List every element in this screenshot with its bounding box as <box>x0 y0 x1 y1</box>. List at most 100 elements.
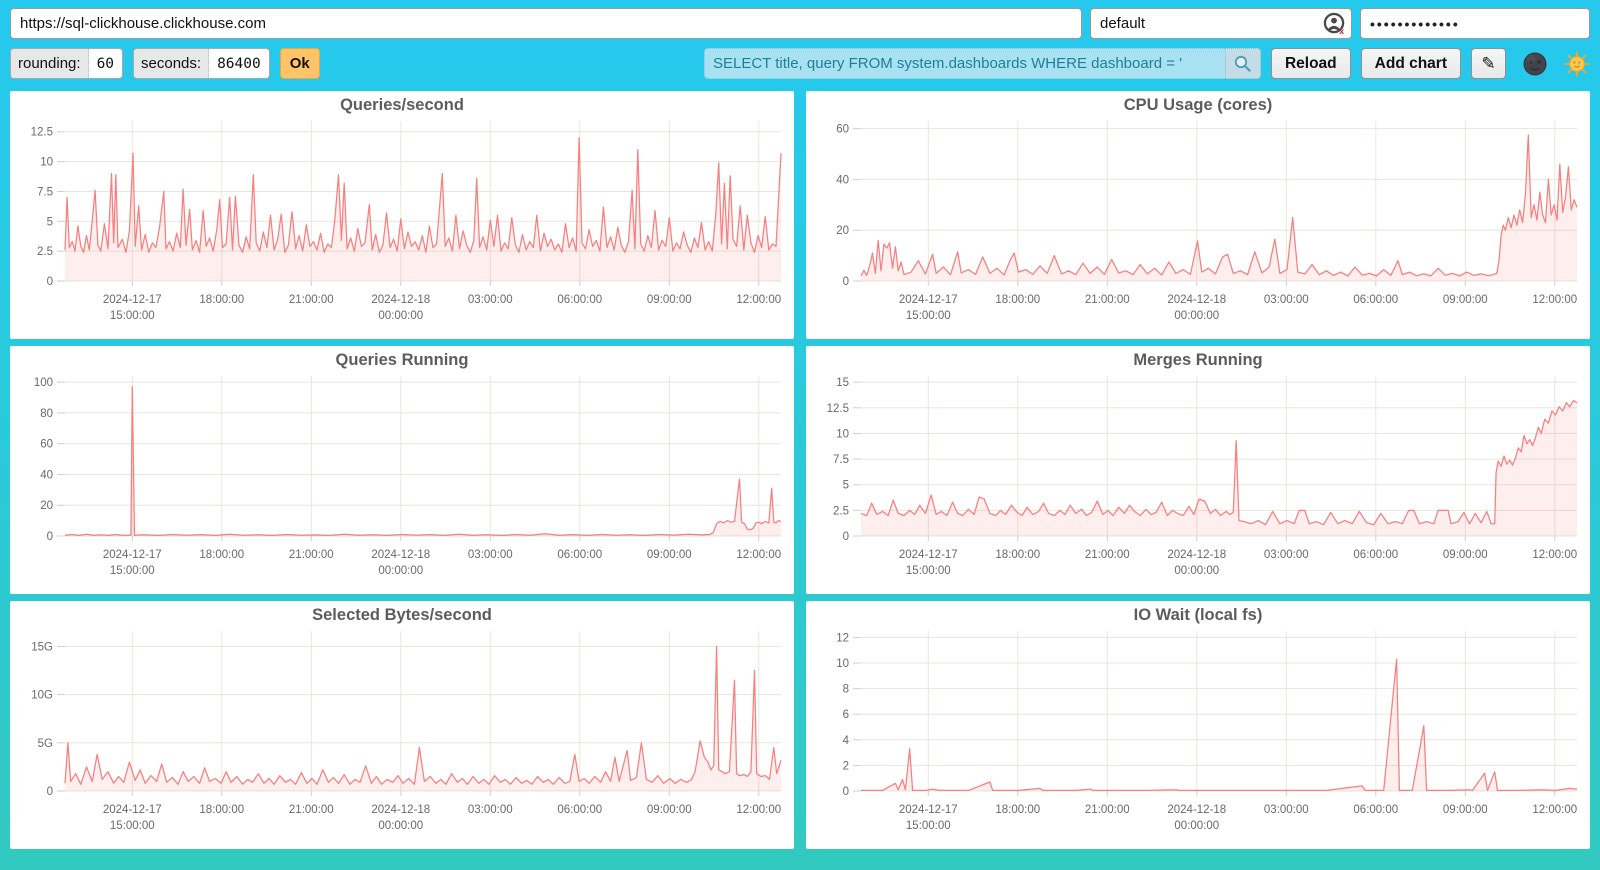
svg-text:x: x <box>1339 26 1344 35</box>
svg-text:03:00:00: 03:00:00 <box>468 804 513 816</box>
controls-bar: rounding: 60 seconds: 86400 Ok Reload Ad… <box>10 48 1590 79</box>
queries-per-second-chart[interactable]: 0 2.5 5 7.5 10 12.5 2024-12-17 15:00:00 18:00:00… <box>10 91 794 339</box>
user-input[interactable] <box>1090 8 1352 39</box>
queries-running-chart[interactable]: 0 20 40 60 80 100 2024-12-17 15:00:00 18:00:00 21… <box>10 346 794 594</box>
ok-button[interactable]: Ok <box>279 48 320 79</box>
svg-text:03:00:00: 03:00:00 <box>1264 804 1309 816</box>
svg-text:2: 2 <box>843 760 849 772</box>
svg-text:2.5: 2.5 <box>833 505 849 517</box>
svg-text:Selected Bytes/second: Selected Bytes/second <box>312 606 492 624</box>
svg-text:15: 15 <box>836 377 849 389</box>
svg-text:2024-12-17: 2024-12-17 <box>899 294 958 306</box>
svg-text:12:00:00: 12:00:00 <box>736 549 781 561</box>
chart-panel-queries-per-second: 0 2.5 5 7.5 10 12.5 2024-12-17 15:00:00 18:00:00… <box>10 91 794 339</box>
moon-theme-icon <box>1523 52 1547 75</box>
svg-text:2024-12-18: 2024-12-18 <box>371 804 430 816</box>
svg-text:5G: 5G <box>38 738 53 750</box>
svg-text:06:00:00: 06:00:00 <box>1353 549 1398 561</box>
svg-text:06:00:00: 06:00:00 <box>1353 804 1398 816</box>
svg-text:06:00:00: 06:00:00 <box>557 294 602 306</box>
svg-text:2024-12-18: 2024-12-18 <box>371 549 430 561</box>
svg-text:2024-12-18: 2024-12-18 <box>371 294 430 306</box>
svg-text:12:00:00: 12:00:00 <box>1532 549 1577 561</box>
rounding-value[interactable]: 60 <box>96 55 115 72</box>
cpu-usage-chart[interactable]: 0 20 40 60 2024-12-17 15:00:00 18:00:00 21:00:0… <box>806 91 1590 339</box>
svg-text:00:00:00: 00:00:00 <box>1174 565 1219 577</box>
svg-text:60: 60 <box>836 124 849 136</box>
chart-panel-merges-running: 0 2.5 5 7.5 10 12.5 15 2024-12-17 15:00:00 18:00:… <box>806 346 1590 594</box>
svg-text:15:00:00: 15:00:00 <box>906 565 951 577</box>
svg-text:03:00:00: 03:00:00 <box>468 294 513 306</box>
svg-text:15:00:00: 15:00:00 <box>110 820 155 832</box>
svg-text:CPU Usage (cores): CPU Usage (cores) <box>1124 96 1273 114</box>
svg-text:09:00:00: 09:00:00 <box>1443 549 1488 561</box>
svg-text:21:00:00: 21:00:00 <box>289 294 334 306</box>
svg-text:06:00:00: 06:00:00 <box>1353 294 1398 306</box>
reload-button[interactable]: Reload <box>1270 48 1351 79</box>
svg-text:2024-12-18: 2024-12-18 <box>1167 549 1226 561</box>
svg-text:2.5: 2.5 <box>37 246 53 258</box>
svg-text:21:00:00: 21:00:00 <box>1085 549 1130 561</box>
svg-text:10: 10 <box>836 428 849 440</box>
svg-text:21:00:00: 21:00:00 <box>1085 804 1130 816</box>
svg-text:00:00:00: 00:00:00 <box>1174 310 1219 322</box>
svg-text:00:00:00: 00:00:00 <box>378 565 423 577</box>
svg-text:15G: 15G <box>31 641 53 653</box>
io-wait-chart[interactable]: 0 2 4 6 8 10 12 2024-12-17 15:00:00 18:00:00 21:00… <box>806 601 1590 849</box>
svg-text:06:00:00: 06:00:00 <box>557 804 602 816</box>
chart-panel-cpu-usage: 0 20 40 60 2024-12-17 15:00:00 18:00:00 21:00:0… <box>806 91 1590 339</box>
svg-text:12:00:00: 12:00:00 <box>736 804 781 816</box>
svg-text:Merges Running: Merges Running <box>1133 351 1262 369</box>
dark-theme-button[interactable] <box>1522 51 1548 77</box>
svg-text:10: 10 <box>40 157 53 169</box>
svg-text:15:00:00: 15:00:00 <box>110 310 155 322</box>
svg-text:00:00:00: 00:00:00 <box>1174 820 1219 832</box>
svg-text:15:00:00: 15:00:00 <box>906 820 951 832</box>
rounding-label: rounding: <box>11 49 89 78</box>
merges-running-chart[interactable]: 0 2.5 5 7.5 10 12.5 15 2024-12-17 15:00:00 18:00:… <box>806 346 1590 594</box>
svg-text:8: 8 <box>843 684 849 696</box>
svg-text:Queries Running: Queries Running <box>336 351 469 369</box>
svg-text:0: 0 <box>47 786 53 798</box>
svg-text:21:00:00: 21:00:00 <box>1085 294 1130 306</box>
svg-text:12.5: 12.5 <box>31 127 53 139</box>
svg-text:18:00:00: 18:00:00 <box>199 804 244 816</box>
svg-text:4: 4 <box>843 735 850 747</box>
svg-text:03:00:00: 03:00:00 <box>1264 294 1309 306</box>
svg-text:6: 6 <box>843 709 849 721</box>
svg-text:09:00:00: 09:00:00 <box>1443 804 1488 816</box>
svg-text:00:00:00: 00:00:00 <box>378 820 423 832</box>
svg-text:18:00:00: 18:00:00 <box>199 549 244 561</box>
connection-bar: x <box>10 8 1590 39</box>
password-input[interactable] <box>1360 8 1590 39</box>
svg-text:2024-12-17: 2024-12-17 <box>103 549 162 561</box>
pencil-icon: ✎ <box>1481 53 1496 73</box>
svg-text:0: 0 <box>843 786 849 798</box>
svg-text:18:00:00: 18:00:00 <box>995 294 1040 306</box>
svg-text:15:00:00: 15:00:00 <box>110 565 155 577</box>
svg-text:40: 40 <box>836 174 849 186</box>
seconds-field: seconds: 86400 <box>133 48 270 79</box>
svg-text:IO Wait (local fs): IO Wait (local fs) <box>1134 606 1263 624</box>
svg-text:Queries/second: Queries/second <box>340 96 464 114</box>
seconds-value[interactable]: 86400 <box>217 55 261 72</box>
sun-theme-icon <box>1564 50 1590 77</box>
svg-text:00:00:00: 00:00:00 <box>378 310 423 322</box>
user-field-wrap: x <box>1090 8 1352 39</box>
svg-text:80: 80 <box>40 408 53 420</box>
password-manager-icon[interactable]: x <box>1323 12 1346 35</box>
chart-panel-queries-running: 0 20 40 60 80 100 2024-12-17 15:00:00 18:00:00 21… <box>10 346 794 594</box>
svg-text:40: 40 <box>40 469 53 481</box>
url-input[interactable] <box>10 8 1082 39</box>
svg-text:09:00:00: 09:00:00 <box>647 549 692 561</box>
svg-text:2024-12-17: 2024-12-17 <box>103 804 162 816</box>
add-chart-button[interactable]: Add chart <box>1360 48 1461 79</box>
svg-text:20: 20 <box>836 225 849 237</box>
svg-text:09:00:00: 09:00:00 <box>1443 294 1488 306</box>
light-theme-button[interactable] <box>1564 50 1590 77</box>
selected-bytes-chart[interactable]: 0 5G 10G 15G 2024-12-17 15:00:00 18:00:00 21:00… <box>10 601 794 849</box>
svg-text:10G: 10G <box>31 690 53 702</box>
query-input[interactable] <box>703 48 1225 79</box>
search-button[interactable] <box>1224 48 1261 79</box>
edit-charts-button[interactable]: ✎ <box>1471 48 1506 79</box>
